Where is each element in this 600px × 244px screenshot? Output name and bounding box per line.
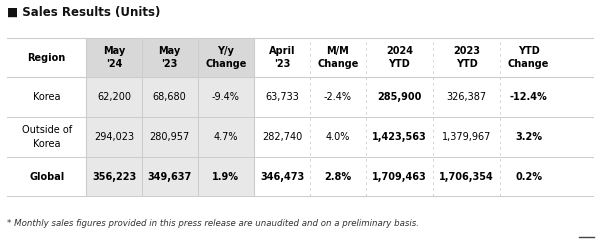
- Text: Region: Region: [28, 53, 66, 63]
- Text: 1,423,563: 1,423,563: [372, 132, 427, 142]
- Text: YTD: YTD: [388, 60, 410, 70]
- Text: 4.0%: 4.0%: [326, 132, 350, 142]
- Text: ■ Sales Results (Units): ■ Sales Results (Units): [7, 6, 161, 19]
- Bar: [142, 157, 197, 196]
- Text: 68,680: 68,680: [153, 92, 187, 102]
- Text: Global: Global: [29, 172, 64, 182]
- Text: 326,387: 326,387: [446, 92, 487, 102]
- Text: 2.8%: 2.8%: [324, 172, 352, 182]
- Bar: [142, 78, 197, 117]
- Bar: [86, 38, 142, 78]
- Text: May: May: [103, 46, 125, 56]
- Text: May: May: [158, 46, 181, 56]
- Text: 0.2%: 0.2%: [515, 172, 542, 182]
- Text: Y/y: Y/y: [217, 46, 235, 56]
- Text: 62,200: 62,200: [97, 92, 131, 102]
- Text: * Monthly sales figures provided in this press release are unaudited and on a pr: * Monthly sales figures provided in this…: [7, 219, 419, 228]
- Bar: [86, 157, 142, 196]
- Text: Change: Change: [508, 60, 550, 70]
- Text: 1.9%: 1.9%: [212, 172, 239, 182]
- Text: 294,023: 294,023: [94, 132, 134, 142]
- Text: 4.7%: 4.7%: [214, 132, 238, 142]
- Bar: [197, 78, 254, 117]
- Text: 285,900: 285,900: [377, 92, 421, 102]
- Text: '24: '24: [106, 60, 122, 70]
- Bar: [197, 157, 254, 196]
- Bar: [142, 117, 197, 157]
- Text: Change: Change: [317, 60, 358, 70]
- Text: '23: '23: [161, 60, 178, 70]
- Text: -2.4%: -2.4%: [324, 92, 352, 102]
- Text: -9.4%: -9.4%: [212, 92, 240, 102]
- Text: M/M: M/M: [326, 46, 349, 56]
- Text: 3.2%: 3.2%: [515, 132, 542, 142]
- Text: 349,637: 349,637: [148, 172, 192, 182]
- Text: Change: Change: [205, 60, 247, 70]
- Text: Korea: Korea: [33, 139, 61, 149]
- Bar: [197, 38, 254, 78]
- Bar: [86, 117, 142, 157]
- Text: -12.4%: -12.4%: [510, 92, 548, 102]
- Text: '23: '23: [274, 60, 290, 70]
- Bar: [86, 78, 142, 117]
- Text: April: April: [269, 46, 295, 56]
- Text: 356,223: 356,223: [92, 172, 136, 182]
- Bar: [142, 38, 197, 78]
- Bar: [197, 117, 254, 157]
- Text: 280,957: 280,957: [149, 132, 190, 142]
- Text: Outside of: Outside of: [22, 125, 72, 135]
- Text: YTD: YTD: [456, 60, 478, 70]
- Text: 346,473: 346,473: [260, 172, 304, 182]
- Text: Korea: Korea: [33, 92, 61, 102]
- Text: 282,740: 282,740: [262, 132, 302, 142]
- Text: 1,706,354: 1,706,354: [439, 172, 494, 182]
- Text: 2024: 2024: [386, 46, 413, 56]
- Text: 1,379,967: 1,379,967: [442, 132, 491, 142]
- Text: YTD: YTD: [518, 46, 539, 56]
- Text: 2023: 2023: [453, 46, 480, 56]
- Text: 63,733: 63,733: [265, 92, 299, 102]
- Text: 1,709,463: 1,709,463: [372, 172, 427, 182]
